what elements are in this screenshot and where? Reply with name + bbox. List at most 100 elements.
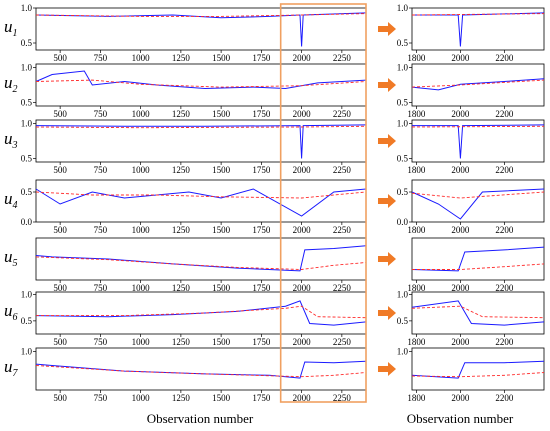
panel-u7-zoom: 1800 2000 2200 1.0 <box>397 347 545 403</box>
y-tick-label: 1.0 <box>397 290 409 300</box>
axes-frame <box>411 347 545 391</box>
axes-frame <box>411 291 545 335</box>
series-line-model <box>35 365 367 378</box>
x-tick-label: 2250 <box>333 283 352 293</box>
panel-u2-full: 500 750 1000 1250 1500 1750 2000 2250 0.5 1.0 <box>21 63 367 119</box>
series-line-model <box>411 125 545 128</box>
x-tick-label: 2250 <box>333 393 352 403</box>
x-tick-label: 2200 <box>495 165 514 175</box>
x-tick-label: 1500 <box>212 393 231 403</box>
row-label-u1: u1 <box>4 17 18 39</box>
row-label-subscript: 7 <box>13 368 19 379</box>
y-tick-label: 1.0 <box>397 347 409 357</box>
series-line-observed <box>411 188 545 220</box>
axes-frame <box>411 63 545 107</box>
panel-u5-full: 500 750 1000 1250 1500 1750 2000 2250 <box>35 237 367 293</box>
x-tick-label: 1800 <box>407 109 426 119</box>
x-tick-label: 1250 <box>172 283 191 293</box>
x-tick-label: 2000 <box>293 225 312 235</box>
axes-frame <box>35 347 367 391</box>
y-tick-label: 1.0 <box>21 119 33 129</box>
row-label-subscript: 5 <box>13 258 18 269</box>
y-tick-label: 1.0 <box>21 63 33 73</box>
arrow-icon <box>378 362 396 376</box>
axes-frame <box>35 179 367 223</box>
x-tick-label: 1000 <box>132 393 151 403</box>
series-line-observed <box>35 300 367 326</box>
x-tick-label: 1000 <box>132 109 151 119</box>
x-tick-label: 2250 <box>333 337 352 347</box>
axes-frame <box>411 7 545 51</box>
series-line-observed <box>411 360 545 379</box>
series-line-observed <box>35 188 367 217</box>
x-tick-label: 1000 <box>132 53 151 63</box>
panel-u6-zoom: 1800 2000 2200 0.5 1.0 <box>397 290 545 347</box>
x-tick-label: 1000 <box>132 283 151 293</box>
x-tick-label: 1000 <box>132 165 151 175</box>
x-tick-label: 1250 <box>172 53 191 63</box>
y-tick-label: 1.0 <box>397 3 409 13</box>
y-tick-label: 1.0 <box>21 3 33 13</box>
x-tick-label: 500 <box>53 393 67 403</box>
axes-frame <box>411 119 545 163</box>
x-tick-label: 750 <box>94 225 108 235</box>
x-tick-label: 1250 <box>172 165 191 175</box>
x-tick-label: 2200 <box>495 283 514 293</box>
x-axis-label-left: Observation number <box>147 411 254 426</box>
row-label-u4: u4 <box>4 189 18 211</box>
row-label-u7: u7 <box>4 357 19 379</box>
panel-u4-zoom: 1800 2000 2200 0.0 0.5 <box>397 179 545 235</box>
y-tick-label: 0.5 <box>21 187 33 197</box>
panel-u2-zoom: 1800 2000 2200 0.5 1.0 <box>397 63 545 119</box>
x-tick-label: 2200 <box>495 337 514 347</box>
axes-frame <box>411 179 545 223</box>
y-tick-label: 0.5 <box>397 98 409 108</box>
series-line-observed <box>35 70 367 90</box>
arrow-icon <box>378 252 396 266</box>
x-tick-label: 1750 <box>252 53 271 63</box>
x-tick-label: 2000 <box>293 337 312 347</box>
x-tick-label: 1500 <box>212 337 231 347</box>
panel-u6-full: 500 750 1000 1250 1500 1750 2000 2250 0.5 1.0 <box>21 290 367 347</box>
x-tick-label: 1800 <box>407 337 426 347</box>
series-line-observed <box>411 300 545 326</box>
x-tick-label: 2000 <box>451 109 470 119</box>
x-tick-label: 1800 <box>407 283 426 293</box>
arrow-icon <box>378 306 396 320</box>
x-tick-label: 1750 <box>252 393 271 403</box>
series-line-observed <box>35 245 367 272</box>
series-line-model <box>411 305 545 319</box>
row-label-u3: u3 <box>4 129 18 151</box>
x-tick-label: 2250 <box>333 109 352 119</box>
x-tick-label: 1800 <box>407 393 426 403</box>
x-tick-label: 1750 <box>252 109 271 119</box>
series-line-model <box>35 191 367 199</box>
x-tick-label: 2000 <box>451 393 470 403</box>
series-line-observed <box>35 12 367 47</box>
x-tick-label: 2000 <box>293 109 312 119</box>
x-tick-label: 750 <box>94 53 108 63</box>
row-label-subscript: 3 <box>12 140 18 151</box>
x-tick-label: 500 <box>53 225 67 235</box>
x-tick-label: 2000 <box>451 337 470 347</box>
x-tick-label: 1750 <box>252 165 271 175</box>
x-tick-label: 2000 <box>451 165 470 175</box>
x-tick-label: 1800 <box>407 53 426 63</box>
y-tick-label: 0.5 <box>397 38 409 48</box>
x-tick-label: 2200 <box>495 109 514 119</box>
x-tick-label: 1800 <box>407 225 426 235</box>
row-label-subscript: 4 <box>13 200 18 211</box>
y-tick-label: 0.5 <box>21 38 33 48</box>
y-tick-label: 0.5 <box>397 154 409 164</box>
row-label-subscript: 1 <box>13 28 18 39</box>
row-label-subscript: 6 <box>13 312 18 323</box>
overlay-layer <box>279 3 396 403</box>
x-tick-label: 1500 <box>212 225 231 235</box>
x-tick-label: 1500 <box>212 53 231 63</box>
x-tick-label: 2200 <box>495 53 514 63</box>
x-tick-label: 2000 <box>293 283 312 293</box>
series-line-observed <box>35 360 367 379</box>
panel-u1-zoom: 1800 2000 2200 0.5 1.0 <box>397 3 545 63</box>
row-label-u6: u6 <box>4 301 18 323</box>
